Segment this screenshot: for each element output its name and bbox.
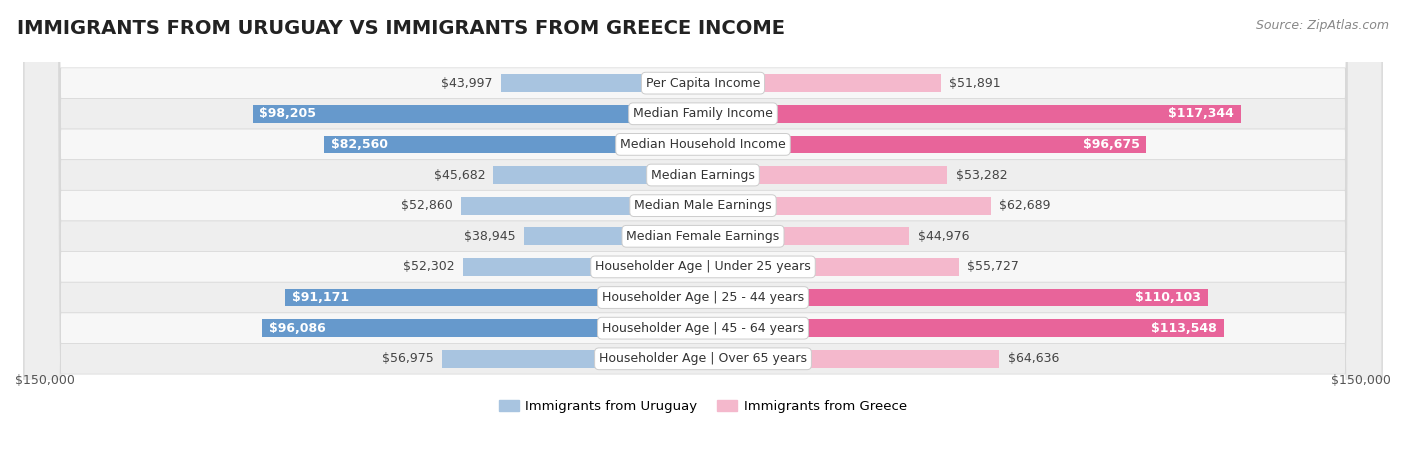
Bar	[703, 197, 991, 214]
Text: $150,000: $150,000	[1331, 375, 1391, 387]
FancyBboxPatch shape	[24, 0, 1382, 467]
Text: $91,171: $91,171	[291, 291, 349, 304]
Text: Householder Age | Under 25 years: Householder Age | Under 25 years	[595, 261, 811, 273]
FancyBboxPatch shape	[24, 0, 1382, 467]
Bar	[703, 105, 1241, 123]
FancyBboxPatch shape	[24, 0, 1382, 467]
FancyBboxPatch shape	[24, 0, 1382, 467]
Text: Householder Age | Over 65 years: Householder Age | Over 65 years	[599, 352, 807, 365]
Bar	[524, 227, 703, 245]
Text: $52,860: $52,860	[401, 199, 453, 212]
Text: $110,103: $110,103	[1135, 291, 1201, 304]
Text: $45,682: $45,682	[433, 169, 485, 182]
Text: Householder Age | 45 - 64 years: Householder Age | 45 - 64 years	[602, 322, 804, 335]
Text: $62,689: $62,689	[998, 199, 1050, 212]
Text: $113,548: $113,548	[1152, 322, 1218, 335]
Bar	[703, 258, 959, 276]
Text: $96,675: $96,675	[1083, 138, 1139, 151]
Bar	[461, 197, 703, 214]
Text: $51,891: $51,891	[949, 77, 1001, 90]
Bar	[703, 289, 1208, 306]
FancyBboxPatch shape	[24, 0, 1382, 467]
Text: Median Household Income: Median Household Income	[620, 138, 786, 151]
FancyBboxPatch shape	[24, 0, 1382, 467]
Text: $64,636: $64,636	[1008, 352, 1059, 365]
Text: $43,997: $43,997	[441, 77, 494, 90]
FancyBboxPatch shape	[24, 0, 1382, 467]
Text: $150,000: $150,000	[15, 375, 75, 387]
Bar	[703, 350, 1000, 368]
Text: $82,560: $82,560	[332, 138, 388, 151]
Bar	[263, 319, 703, 337]
Text: $44,976: $44,976	[918, 230, 969, 243]
Bar	[441, 350, 703, 368]
Bar	[463, 258, 703, 276]
Bar	[494, 166, 703, 184]
Bar	[703, 166, 948, 184]
Bar	[703, 135, 1146, 153]
Text: Median Earnings: Median Earnings	[651, 169, 755, 182]
Text: $96,086: $96,086	[269, 322, 326, 335]
Text: Source: ZipAtlas.com: Source: ZipAtlas.com	[1256, 19, 1389, 32]
Bar	[325, 135, 703, 153]
Text: $117,344: $117,344	[1168, 107, 1234, 120]
Bar	[501, 74, 703, 92]
FancyBboxPatch shape	[24, 0, 1382, 467]
Text: $98,205: $98,205	[260, 107, 316, 120]
Text: $56,975: $56,975	[381, 352, 433, 365]
Text: Householder Age | 25 - 44 years: Householder Age | 25 - 44 years	[602, 291, 804, 304]
Text: IMMIGRANTS FROM URUGUAY VS IMMIGRANTS FROM GREECE INCOME: IMMIGRANTS FROM URUGUAY VS IMMIGRANTS FR…	[17, 19, 785, 38]
Bar	[253, 105, 703, 123]
Bar	[285, 289, 703, 306]
Text: $38,945: $38,945	[464, 230, 516, 243]
Text: $55,727: $55,727	[967, 261, 1019, 273]
Text: $53,282: $53,282	[956, 169, 1007, 182]
FancyBboxPatch shape	[24, 0, 1382, 467]
FancyBboxPatch shape	[24, 0, 1382, 467]
Bar	[703, 74, 941, 92]
Text: Per Capita Income: Per Capita Income	[645, 77, 761, 90]
Text: Median Family Income: Median Family Income	[633, 107, 773, 120]
Bar	[703, 227, 910, 245]
Text: $52,302: $52,302	[404, 261, 456, 273]
Legend: Immigrants from Uruguay, Immigrants from Greece: Immigrants from Uruguay, Immigrants from…	[494, 394, 912, 418]
Bar	[703, 319, 1223, 337]
Text: Median Female Earnings: Median Female Earnings	[627, 230, 779, 243]
Text: Median Male Earnings: Median Male Earnings	[634, 199, 772, 212]
